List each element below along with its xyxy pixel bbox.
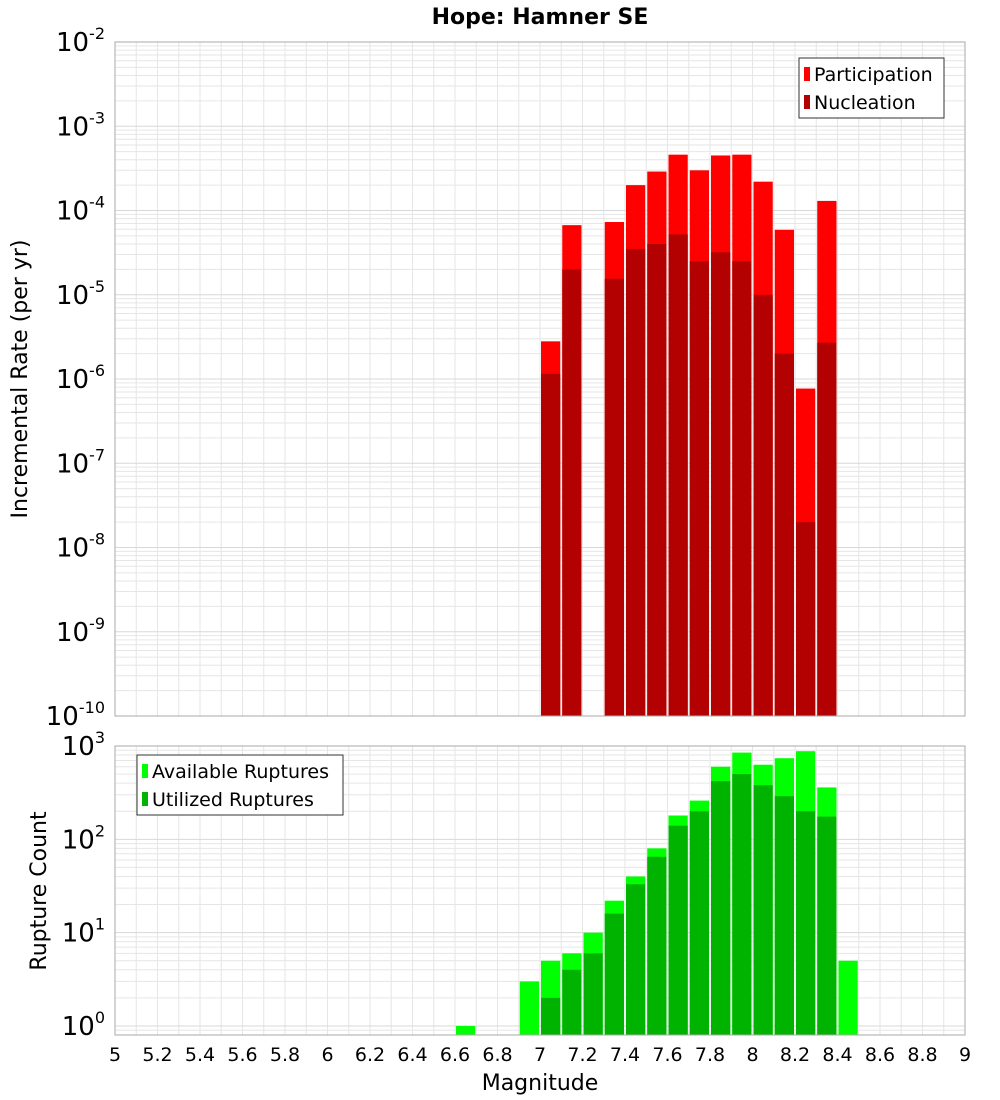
rate-bar-nucleation	[732, 261, 752, 716]
count-bar-utilized-ruptures	[774, 796, 794, 1035]
rate-bar-nucleation	[668, 234, 688, 717]
rate-legend-label: Participation	[814, 64, 933, 86]
rate-y-tick-label: 10-6	[56, 361, 105, 395]
rate-bar-nucleation	[626, 248, 646, 716]
count-bar-available-ruptures	[519, 981, 539, 1035]
rate-bars	[541, 154, 837, 717]
x-tick-label: 7.8	[695, 1044, 725, 1066]
count-legend: Available Ruptures Utilized Ruptures	[136, 754, 344, 816]
count-panel-frame	[114, 745, 966, 1036]
x-tick-label: 5.4	[185, 1044, 215, 1066]
x-tick-label: 6.4	[397, 1044, 427, 1066]
x-tick-label: 5	[109, 1044, 121, 1066]
count-legend-label: Available Ruptures	[152, 761, 329, 783]
rate-y-tick-label: 10-2	[56, 24, 105, 58]
x-tick-label: 6.6	[440, 1044, 470, 1066]
rate-panel: 10-10 10-9 10-8 10-7 10-6 10-5 10-4 10-3 10-2 In…	[8, 24, 966, 732]
x-tick-label: 6.2	[355, 1044, 385, 1066]
x-tick-label: 8.6	[865, 1044, 895, 1066]
x-tick-label: 5.2	[142, 1044, 172, 1066]
x-tick-label: 8.2	[780, 1044, 810, 1066]
count-bar-utilized-ruptures	[711, 781, 731, 1035]
x-tick-label: 7.2	[567, 1044, 597, 1066]
rate-y-tick-label: 10-4	[56, 193, 105, 227]
count-y-tick-label: 102	[62, 821, 105, 855]
x-tick-label: 8	[746, 1044, 758, 1066]
rate-y-tick-label: 10-9	[56, 614, 105, 648]
rate-y-ticks: 10-10 10-9 10-8 10-7 10-6 10-5 10-4 10-3 10-2	[46, 24, 105, 732]
count-legend-label: Utilized Ruptures	[152, 789, 314, 811]
rate-y-tick-label: 10-3	[56, 108, 105, 142]
chart-title: Hope: Hamner SE	[432, 5, 649, 30]
rate-panel-frame	[114, 41, 966, 717]
count-y-tick-label: 100	[62, 1008, 105, 1042]
count-bar-utilized-ruptures	[732, 774, 752, 1035]
count-bar-utilized-ruptures	[562, 969, 582, 1035]
count-panel: 100 101 102 103 Rupture Count Available Rup…	[27, 728, 966, 1042]
rate-legend-swatch	[804, 67, 810, 81]
rate-bar-nucleation	[711, 252, 731, 717]
rate-bar-nucleation	[562, 269, 582, 716]
rate-legend-box	[798, 57, 945, 119]
count-bar-utilized-ruptures	[583, 953, 603, 1035]
count-bar-utilized-ruptures	[541, 997, 561, 1035]
count-bar-utilized-ruptures	[647, 856, 667, 1035]
x-tick-label: 7	[534, 1044, 546, 1066]
count-y-tick-label: 103	[62, 728, 105, 762]
rate-legend-label: Nucleation	[814, 92, 916, 114]
x-tick-label: 6.8	[482, 1044, 512, 1066]
magnitude-x-ticks: 5 5.2 5.4 5.6 5.8 6 6.2 6.4 6.6 6.8 7 7.2 7.4 7.6 7.8 8…	[109, 1044, 971, 1066]
rate-bar-nucleation	[753, 294, 773, 716]
rate-bar-nucleation	[604, 278, 624, 716]
count-y-axis-label: Rupture Count	[27, 811, 52, 971]
rate-bar-nucleation	[541, 373, 561, 716]
rate-legend-swatch	[804, 95, 810, 109]
rate-y-tick-label: 10-7	[56, 445, 105, 479]
rate-bar-nucleation	[774, 353, 794, 716]
x-axis-label: Magnitude	[482, 1071, 599, 1096]
count-legend-swatch	[142, 764, 148, 778]
count-bar-utilized-ruptures	[817, 816, 837, 1035]
rate-bar-nucleation	[647, 244, 667, 717]
count-bar-utilized-ruptures	[796, 811, 816, 1035]
count-bar-available-ruptures	[456, 1025, 476, 1035]
count-bar-utilized-ruptures	[753, 785, 773, 1035]
rate-grid	[114, 42, 966, 717]
x-tick-label: 5.6	[227, 1044, 257, 1066]
rate-y-tick-label: 10-5	[56, 277, 105, 311]
count-legend-swatch	[142, 792, 148, 806]
count-bars	[456, 751, 858, 1035]
rate-bar-nucleation	[796, 522, 816, 716]
count-legend-box	[136, 754, 344, 816]
count-bar-available-ruptures	[838, 960, 858, 1035]
x-tick-label: 7.4	[610, 1044, 640, 1066]
count-bar-utilized-ruptures	[626, 884, 646, 1035]
x-tick-label: 5.8	[270, 1044, 300, 1066]
x-tick-label: 6	[321, 1044, 333, 1066]
x-tick-label: 8.8	[907, 1044, 937, 1066]
count-y-ticks: 100 101 102 103	[62, 728, 105, 1042]
count-bar-utilized-ruptures	[689, 811, 709, 1035]
x-tick-label: 7.6	[652, 1044, 682, 1066]
count-bar-utilized-ruptures	[668, 825, 688, 1035]
rate-bar-nucleation	[689, 261, 709, 716]
rate-bar-nucleation	[817, 342, 837, 716]
x-tick-label: 9	[959, 1044, 971, 1066]
count-y-tick-label: 101	[62, 915, 105, 949]
count-bar-utilized-ruptures	[604, 913, 624, 1035]
x-tick-label: 8.4	[822, 1044, 852, 1066]
rate-y-tick-label: 10-10	[46, 698, 105, 732]
rate-y-axis-label: Incremental Rate (per yr)	[8, 240, 33, 519]
rate-y-tick-label: 10-8	[56, 530, 105, 564]
rate-legend: Participation Nucleation	[798, 57, 945, 119]
